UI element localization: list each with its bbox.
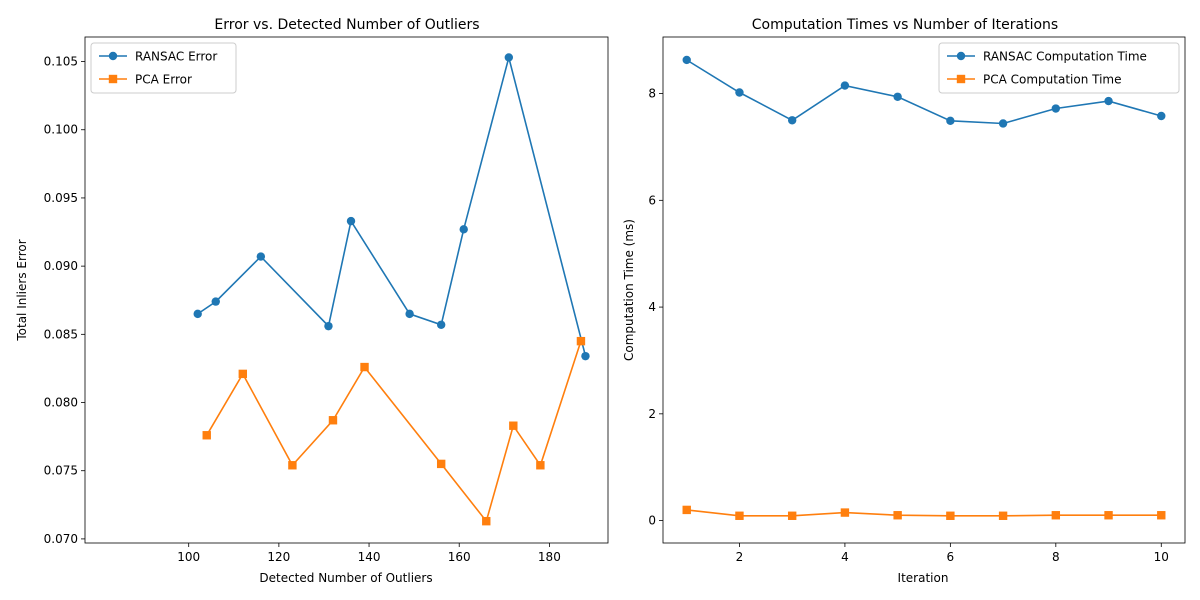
- legend-marker-square: [956, 74, 966, 84]
- x-axis-label: Detected Number of Outliers: [259, 571, 432, 585]
- data-point-circle: [346, 216, 356, 226]
- chart-title: Error vs. Detected Number of Outliers: [214, 17, 479, 33]
- y-tick-label: 8: [648, 87, 656, 101]
- data-point-circle: [893, 92, 902, 101]
- data-point-square: [202, 431, 211, 440]
- data-point-circle: [1104, 96, 1113, 106]
- data-point-square: [1051, 511, 1061, 520]
- data-point-circle: [682, 55, 691, 65]
- x-axis-label: Iteration: [898, 571, 949, 585]
- legend: RANSAC Error PCA Error: [90, 42, 237, 94]
- data-point-circle: [1157, 111, 1166, 121]
- x-tick-label: 6: [947, 550, 955, 564]
- data-point-square: [735, 511, 744, 520]
- data-point-circle: [735, 88, 744, 97]
- data-point-circle: [436, 320, 446, 329]
- legend-marker-circle: [108, 51, 118, 61]
- series-line-ransac: [197, 54, 587, 357]
- series-line-pca: [686, 509, 1162, 517]
- data-point-square: [328, 416, 338, 425]
- data-point-square: [1104, 511, 1113, 520]
- y-tick-label: 0.080: [44, 396, 78, 410]
- legend-box: [90, 42, 237, 94]
- data-point-circle: [581, 351, 590, 361]
- data-point-square: [288, 461, 297, 470]
- y-tick-label: 6: [648, 193, 656, 207]
- data-point-square: [682, 505, 691, 515]
- data-point-square: [360, 362, 369, 372]
- y-tick-label: 4: [648, 300, 656, 314]
- data-point-circle: [504, 53, 514, 62]
- data-point-square: [1157, 511, 1166, 520]
- data-point-square: [893, 511, 902, 520]
- x-tick-label: 2: [736, 550, 744, 564]
- y-tick-label: 0.105: [44, 55, 78, 69]
- data-point-square: [436, 459, 446, 469]
- x-tick-label: 100: [177, 550, 200, 564]
- data-point-square: [482, 516, 491, 526]
- legend-marker-circle: [956, 51, 966, 61]
- data-point-circle: [256, 252, 266, 261]
- chart-title: Computation Times vs Number of Iteration…: [752, 17, 1058, 33]
- legend-box: [938, 42, 1180, 94]
- data-point-circle: [998, 119, 1008, 128]
- data-point-circle: [1051, 104, 1061, 113]
- y-tick-label: 0.085: [44, 327, 78, 341]
- x-tick-label: 8: [1052, 550, 1060, 564]
- data-point-circle: [787, 116, 797, 125]
- y-axis-label: Total Inliers Error: [15, 239, 29, 341]
- data-point-square: [536, 461, 545, 470]
- legend-marker-square: [108, 74, 118, 84]
- y-tick-label: 0.090: [44, 259, 78, 273]
- plot-frame: [662, 36, 1186, 544]
- left-chart-error-vs-outliers: Error vs. Detected Number of Outliers De…: [15, 17, 609, 585]
- data-point-square: [238, 369, 248, 379]
- data-point-square: [946, 511, 955, 520]
- x-tick-label: 160: [448, 550, 471, 564]
- data-point-square: [509, 421, 518, 430]
- x-tick-label: 180: [538, 550, 561, 564]
- x-tick-label: 4: [841, 550, 849, 564]
- right-chart-computation-times: Computation Times vs Number of Iteration…: [622, 17, 1186, 585]
- legend-label: PCA Computation Time: [983, 73, 1122, 87]
- y-tick-label: 0: [648, 514, 656, 528]
- series-line-pca: [206, 340, 582, 523]
- plot-frame: [84, 36, 609, 544]
- y-tick-label: 0.075: [44, 464, 78, 478]
- x-tick-label: 140: [358, 550, 381, 564]
- x-tick-label: 10: [1154, 550, 1169, 564]
- legend-label: PCA Error: [135, 73, 192, 87]
- data-point-square: [998, 511, 1008, 520]
- data-point-circle: [211, 297, 220, 306]
- data-point-circle: [405, 309, 414, 319]
- x-tick-label: 120: [267, 550, 290, 564]
- series-line-ransac: [686, 59, 1162, 125]
- y-tick-label: 0.070: [44, 532, 78, 546]
- data-point-circle: [324, 321, 333, 331]
- y-axis-label: Computation Time (ms): [622, 219, 636, 361]
- y-tick-label: 2: [648, 407, 656, 421]
- data-point-circle: [193, 309, 202, 319]
- data-point-square: [787, 511, 797, 520]
- data-point-circle: [946, 116, 955, 125]
- data-point-circle: [459, 225, 468, 234]
- data-point-square: [840, 508, 850, 517]
- legend-label: RANSAC Error: [135, 50, 217, 64]
- legend-label: RANSAC Computation Time: [983, 50, 1147, 64]
- y-tick-label: 0.095: [44, 191, 78, 205]
- y-tick-label: 0.100: [44, 123, 78, 137]
- legend: RANSAC Computation Time PCA Computation T…: [938, 42, 1180, 94]
- data-point-circle: [840, 81, 850, 90]
- data-point-square: [576, 336, 586, 346]
